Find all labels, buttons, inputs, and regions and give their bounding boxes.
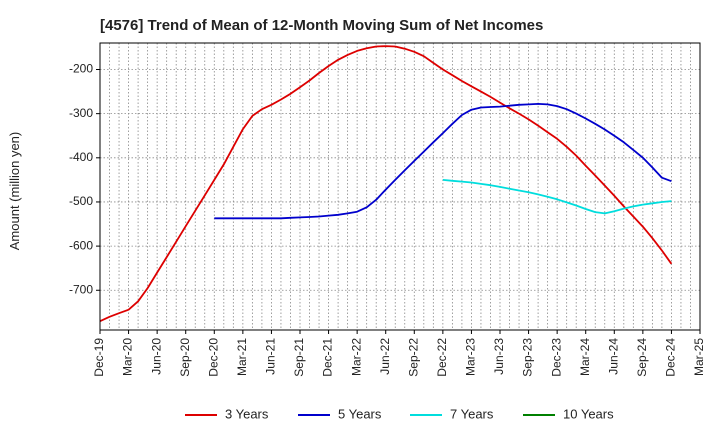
chart-title: [4576] Trend of Mean of 12-Month Moving …	[100, 17, 543, 34]
x-tick-label: Mar-23	[464, 338, 478, 376]
y-tick-label: -200	[69, 62, 93, 76]
legend-label: 10 Years	[563, 406, 614, 421]
x-tick-label: Mar-20	[121, 338, 135, 376]
y-tick-label: -300	[69, 106, 93, 120]
legend-label: 5 Years	[338, 406, 382, 421]
x-tick-label: Mar-25	[692, 338, 706, 376]
x-tick-label: Dec-23	[549, 338, 563, 377]
y-tick-label: -700	[69, 282, 93, 296]
x-tick-label: Jun-21	[264, 338, 278, 375]
x-tick-label: Sep-20	[178, 338, 192, 377]
y-tick-label: -400	[69, 150, 93, 164]
x-tick-label: Jun-23	[492, 338, 506, 375]
x-tick-label: Sep-23	[521, 338, 535, 377]
series-line-2	[442, 179, 672, 215]
legend: 3 Years 5 Years 7 Years 10 Years	[185, 406, 614, 421]
series-line-1	[214, 103, 672, 220]
x-tick-label: Mar-24	[578, 338, 592, 376]
x-axis-ticks: Dec-19 Mar-20 Jun-20 Sep-20 Dec-20 Mar-21 Jun-…	[92, 330, 706, 377]
grid	[99, 43, 701, 330]
x-tick-label: Dec-20	[206, 338, 220, 377]
plot-frame	[99, 42, 701, 331]
x-tick-label: Jun-20	[149, 338, 163, 375]
x-tick-label: Dec-21	[321, 338, 335, 377]
y-axis-label: Amount (million yen)	[7, 132, 22, 251]
x-tick-label: Jun-24	[606, 338, 620, 375]
x-tick-label: Sep-24	[635, 338, 649, 377]
y-tick-label: -500	[69, 194, 93, 208]
x-tick-label: Dec-24	[664, 338, 678, 377]
x-tick-label: Jun-22	[378, 338, 392, 375]
x-tick-label: Mar-21	[235, 338, 249, 376]
legend-label: 3 Years	[225, 406, 269, 421]
x-tick-label: Dec-19	[92, 338, 106, 377]
series-lines	[99, 45, 673, 323]
series-line-0	[99, 45, 673, 323]
x-tick-label: Sep-21	[292, 338, 306, 377]
x-tick-label: Sep-22	[406, 338, 420, 377]
legend-label: 7 Years	[450, 406, 494, 421]
y-tick-label: -600	[69, 238, 93, 252]
y-axis-ticks: -200 -300 -400 -500 -600 -700	[69, 62, 100, 296]
x-tick-label: Mar-22	[349, 338, 363, 376]
x-tick-label: Dec-22	[435, 338, 449, 377]
